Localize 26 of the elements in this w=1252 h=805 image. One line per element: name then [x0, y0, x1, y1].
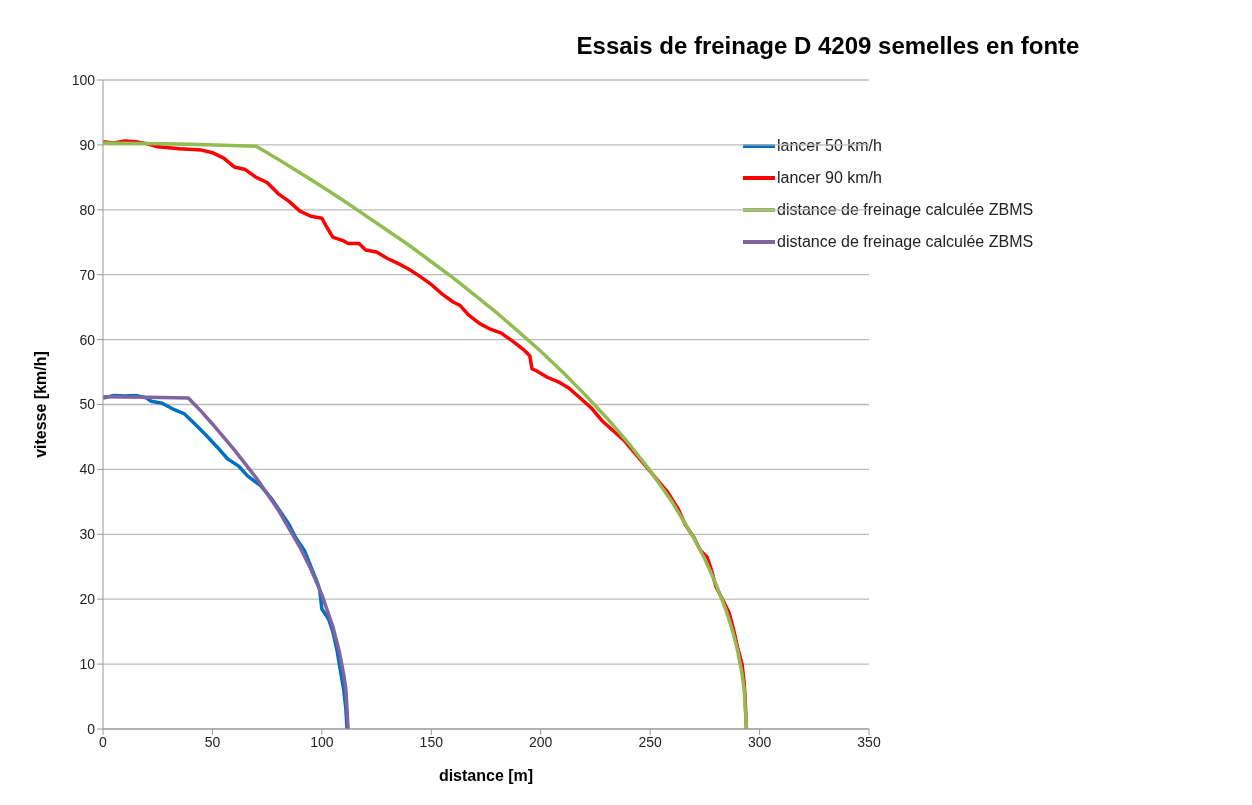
x-tick-label: 300 [747, 733, 772, 750]
y-tick-label: 80 [79, 201, 96, 218]
x-tick-label: 250 [638, 733, 663, 750]
y-tick-label: 100 [71, 71, 96, 88]
x-tick-label: 100 [310, 733, 334, 750]
legend-label: distance de freinage calculée ZBMS [777, 233, 1034, 251]
y-tick-label: 40 [79, 461, 96, 478]
legend-label: distance de freinage calculée ZBMS [777, 201, 1034, 219]
y-tick-label: 20 [79, 591, 96, 608]
x-axis-title: distance [m] [438, 767, 534, 784]
x-tick-label: 350 [857, 733, 881, 750]
x-tick-label: 200 [529, 733, 553, 750]
legend-label: lancer 90 km/h [777, 169, 882, 187]
y-axis-title: vitesse [km/h] [31, 351, 49, 458]
y-tick-label: 0 [87, 720, 96, 737]
x-tick-label: 50 [204, 733, 221, 750]
x-tick-label: 150 [419, 733, 444, 750]
y-tick-label: 70 [79, 266, 96, 283]
x-tick-label: 0 [99, 733, 108, 750]
y-tick-label: 30 [79, 526, 96, 543]
y-tick-label: 90 [79, 136, 96, 153]
chart-title: Essais de freinage D 4209 semelles en fonte [575, 32, 1081, 60]
y-tick-label: 60 [79, 331, 96, 348]
y-tick-label: 50 [79, 396, 96, 413]
y-tick-label: 10 [79, 656, 96, 673]
legend-label: lancer 50 km/h [777, 137, 882, 155]
